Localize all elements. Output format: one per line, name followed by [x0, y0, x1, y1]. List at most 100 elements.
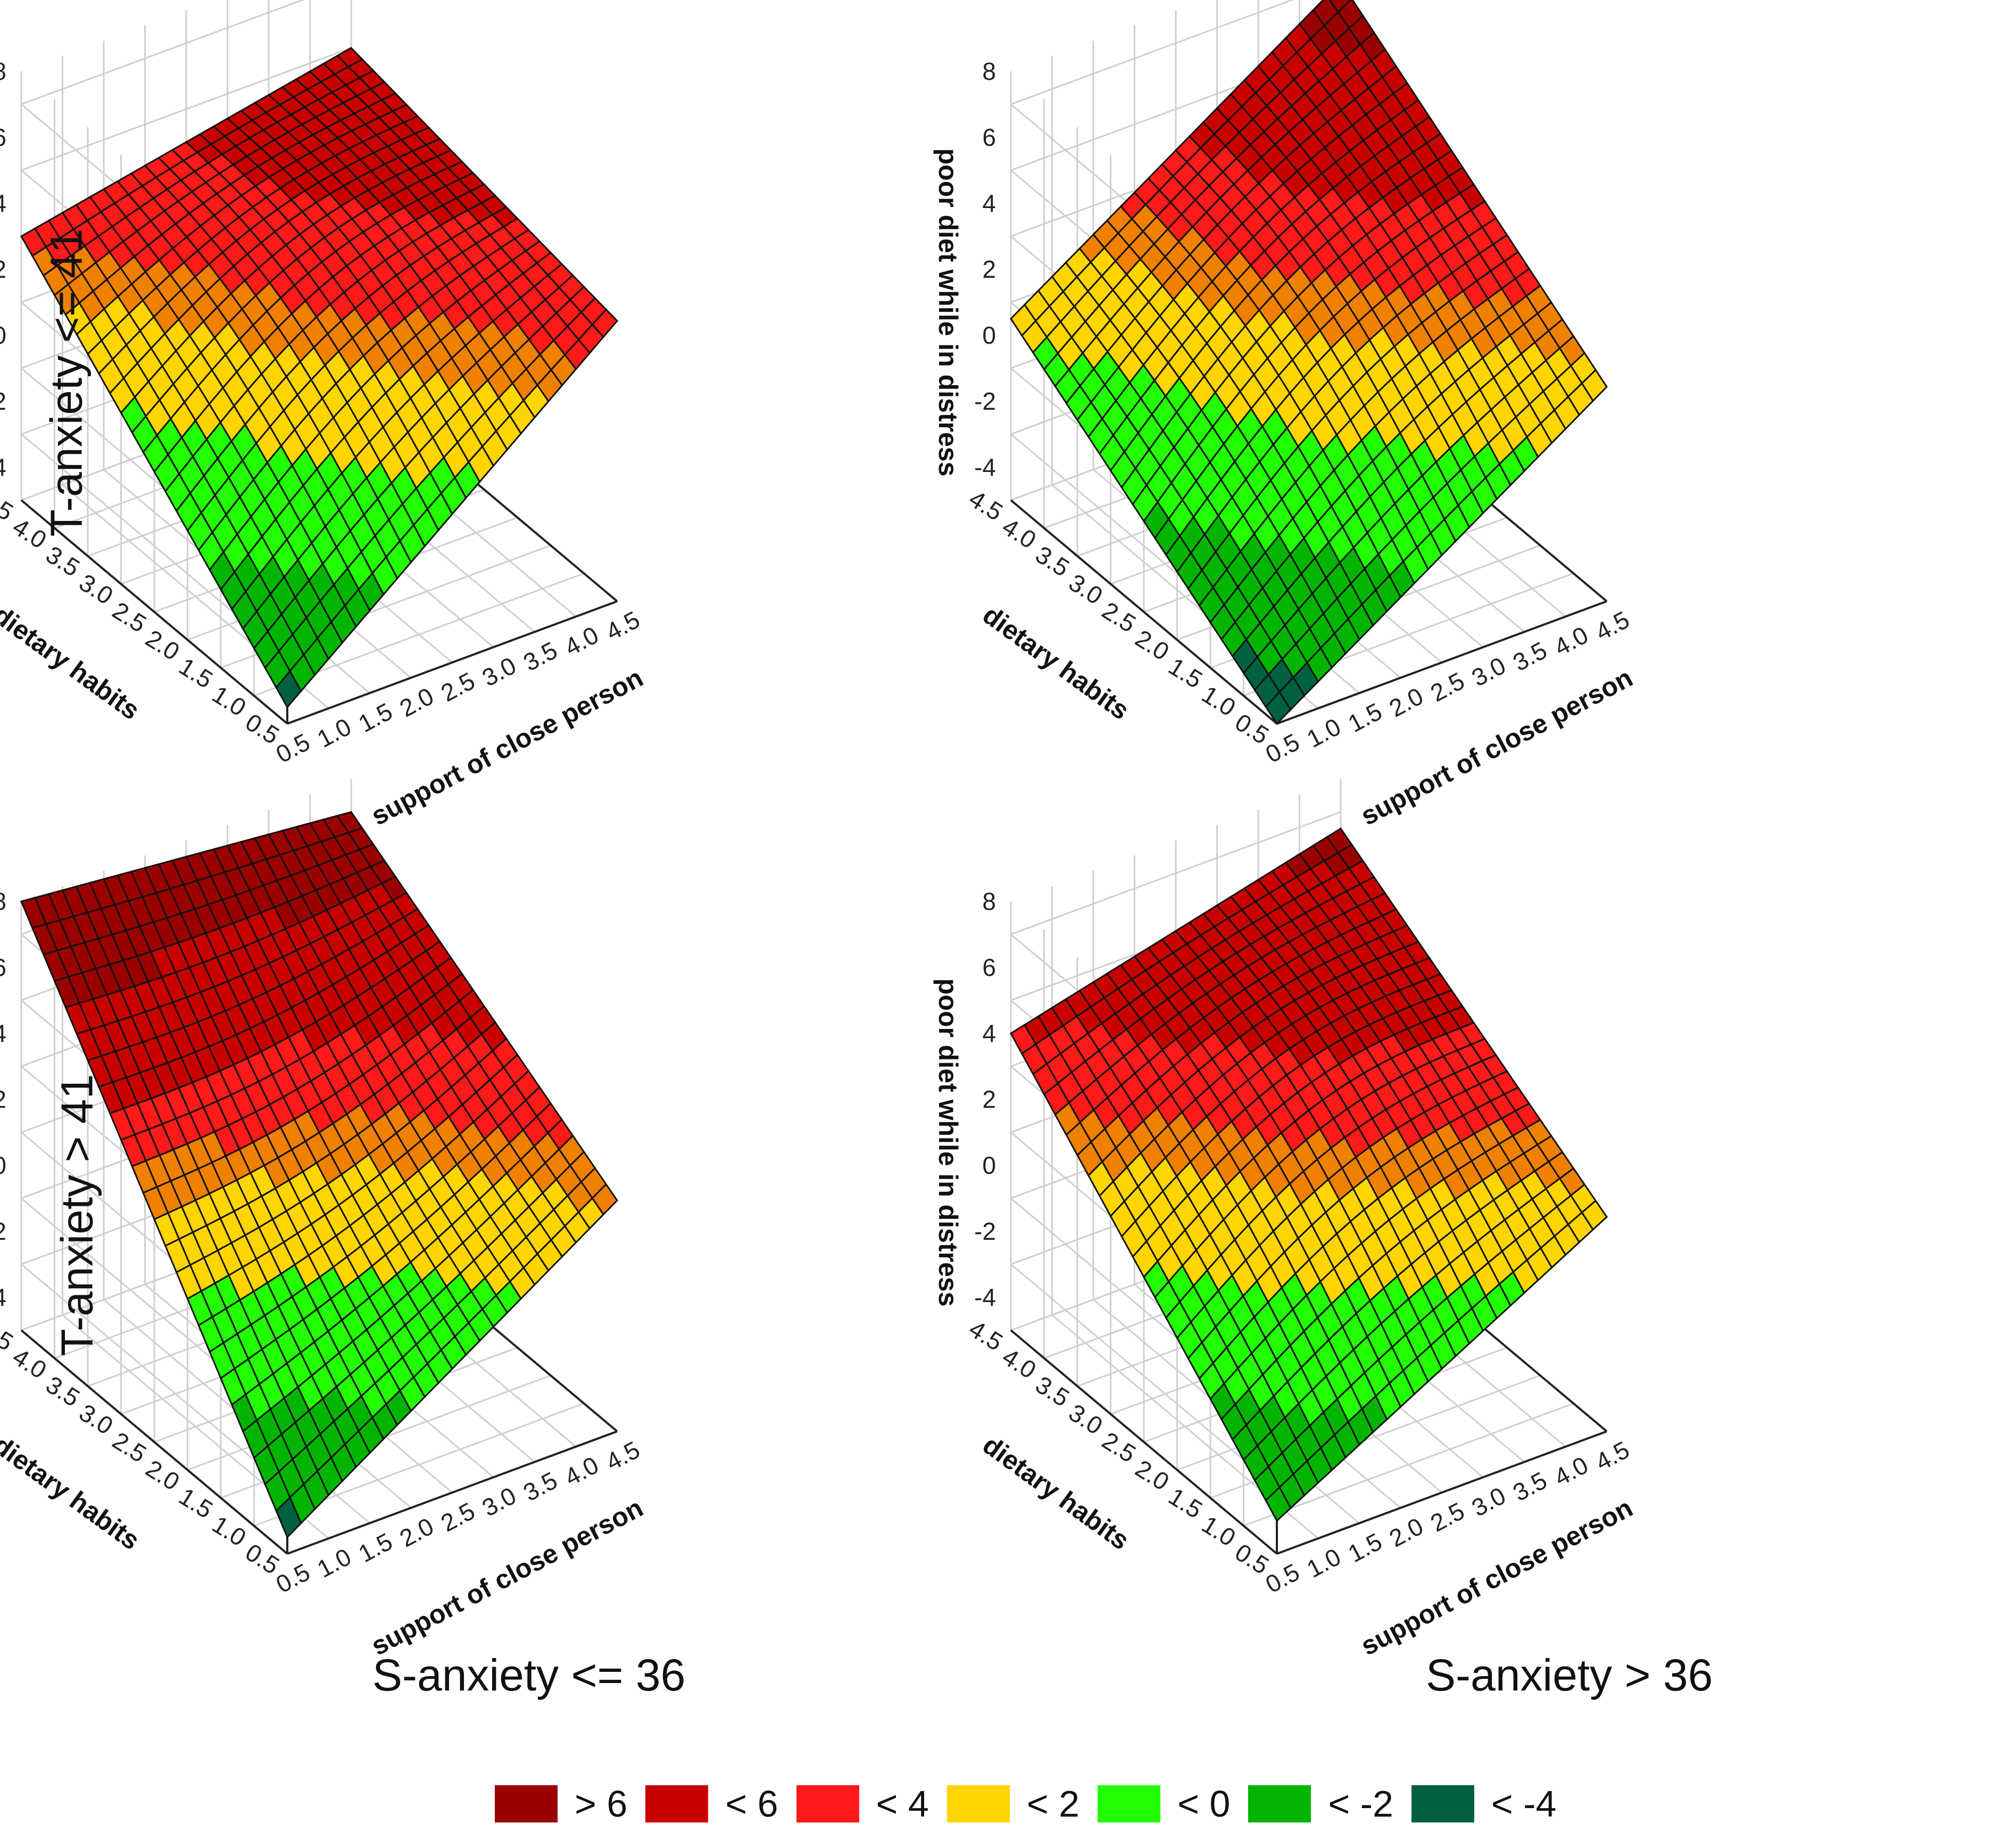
z-tick-label: -4 [0, 1283, 6, 1311]
legend-item: < -4 [1411, 1783, 1557, 1825]
z-tick-label: 6 [982, 123, 996, 151]
y-tick-label: 4.0 [998, 512, 1041, 554]
legend-swatch [796, 1785, 859, 1822]
legend-item: < 2 [946, 1783, 1080, 1825]
x-tick-label: 4.0 [560, 1451, 603, 1491]
x-tick-label: 4.0 [560, 621, 603, 661]
x-tick-label: 4.5 [1591, 1436, 1634, 1476]
z-tick-label: 2 [982, 1085, 996, 1113]
y-tick-label: 4.5 [0, 1314, 18, 1356]
x-tick-label: 2.5 [436, 1497, 479, 1537]
x-tick-label: 4.5 [601, 606, 644, 646]
x-tick-label: 3.0 [478, 1481, 521, 1522]
legend-item: < -2 [1248, 1783, 1393, 1825]
x-tick-label: 3.0 [1467, 651, 1510, 692]
surface-panel-2: -4-2024680.51.01.52.02.53.03.54.04.50.51… [933, 0, 1638, 831]
legend-label: < 2 [1026, 1783, 1080, 1825]
y-tick-label: 2.5 [1097, 596, 1141, 637]
y-tick-label: 1.0 [1197, 680, 1241, 722]
y-tick-label: 1.0 [1197, 1510, 1241, 1552]
z-axis-title: poor diet while in distress [933, 979, 963, 1307]
legend-swatch [495, 1785, 558, 1822]
y-tick-label: 3.0 [1064, 568, 1108, 610]
x-tick-label: 3.5 [519, 1466, 562, 1506]
y-tick-label: 1.5 [1164, 1482, 1207, 1523]
z-tick-label: 4 [0, 189, 6, 217]
z-tick-label: -2 [974, 1217, 996, 1245]
col-label-left: S-anxiety <= 36 [372, 1650, 686, 1700]
surface-mesh [1010, 0, 1608, 725]
z-tick-label: 6 [0, 123, 6, 151]
y-tick-label: 2.0 [141, 1454, 185, 1496]
x-tick-label: 1.5 [1343, 697, 1386, 737]
z-tick-label: 2 [982, 255, 996, 283]
z-tick-label: 6 [982, 954, 996, 981]
legend-label: < 4 [876, 1783, 929, 1825]
legend-label: < -2 [1328, 1783, 1393, 1825]
x-tick-label: 2.5 [436, 667, 479, 707]
legend-swatch [1248, 1785, 1311, 1822]
x-tick-label: 2.0 [1385, 1512, 1428, 1553]
z-tick-label: -2 [974, 387, 996, 415]
x-tick-label: 1.0 [1302, 1543, 1346, 1583]
y-tick-label: 4.5 [964, 484, 1008, 526]
z-tick-label: 0 [0, 321, 6, 349]
x-axis-title: support of close person [366, 662, 647, 831]
y-tick-label: 1.0 [207, 680, 251, 722]
y-tick-label: 3.0 [1064, 1398, 1108, 1440]
surface-cell [1265, 691, 1292, 725]
x-tick-label: 3.5 [1508, 1466, 1551, 1506]
y-tick-label: 1.5 [1164, 652, 1207, 693]
y-tick-label: 3.5 [1031, 1370, 1074, 1412]
z-tick-label: 6 [0, 954, 6, 981]
y-tick-label: 2.5 [107, 596, 151, 637]
surface-cell [1265, 1486, 1292, 1522]
z-tick-label: 8 [0, 57, 6, 85]
y-tick-label: 3.0 [74, 568, 118, 610]
legend-label: < -4 [1491, 1783, 1557, 1825]
x-tick-label: 2.0 [1385, 682, 1428, 723]
y-tick-label: 2.0 [1131, 624, 1174, 666]
legend-label: < 0 [1177, 1783, 1231, 1825]
x-tick-label: 2.0 [395, 1512, 438, 1553]
x-tick-label: 1.5 [1343, 1527, 1386, 1568]
z-tick-label: 8 [982, 888, 996, 915]
y-tick-label: 1.5 [174, 1482, 218, 1523]
x-tick-label: 1.0 [313, 712, 356, 753]
y-tick-label: 2.0 [1131, 1454, 1174, 1496]
legend-item: < 4 [796, 1783, 929, 1825]
surface-panel-4: -4-2024680.51.01.52.02.53.03.54.04.50.51… [933, 779, 1638, 1661]
x-axis-title: support of close person [1356, 1493, 1637, 1661]
surface-cell [275, 1496, 302, 1539]
z-tick-label: -2 [0, 387, 6, 415]
x-axis-title: support of close person [366, 1493, 647, 1661]
x-tick-label: 4.0 [1550, 621, 1593, 661]
y-tick-label: 4.0 [998, 1343, 1041, 1384]
x-tick-label: 1.5 [354, 1527, 397, 1568]
legend-swatch [1098, 1785, 1161, 1822]
y-tick-label: 4.0 [8, 1343, 52, 1384]
z-tick-label: 8 [0, 888, 6, 915]
z-tick-label: 0 [982, 321, 996, 349]
x-tick-label: 3.5 [1508, 636, 1551, 676]
x-tick-label: 1.0 [313, 1543, 356, 1583]
y-tick-label: 3.5 [41, 1370, 85, 1412]
x-tick-label: 4.0 [1550, 1451, 1593, 1491]
legend-item: < 0 [1098, 1783, 1230, 1825]
z-tick-label: 4 [0, 1020, 6, 1047]
surface-mesh [20, 47, 619, 709]
col-label-right: S-anxiety > 36 [1426, 1650, 1713, 1700]
z-axis-title: poor diet while in distress [933, 148, 963, 477]
x-tick-label: 4.5 [601, 1436, 644, 1476]
row-label-bottom: T-anxiety > 41 [52, 1074, 102, 1356]
y-tick-label: 1.5 [174, 652, 218, 693]
surface-mesh [1010, 827, 1608, 1522]
legend-swatch [946, 1785, 1010, 1822]
legend-item: > 6 [495, 1783, 627, 1825]
y-tick-label: 3.5 [1031, 540, 1074, 582]
z-tick-label: 2 [0, 1085, 6, 1113]
y-tick-label: 2.5 [107, 1426, 151, 1468]
z-tick-label: -2 [0, 1217, 6, 1245]
z-tick-label: -4 [974, 1283, 996, 1311]
